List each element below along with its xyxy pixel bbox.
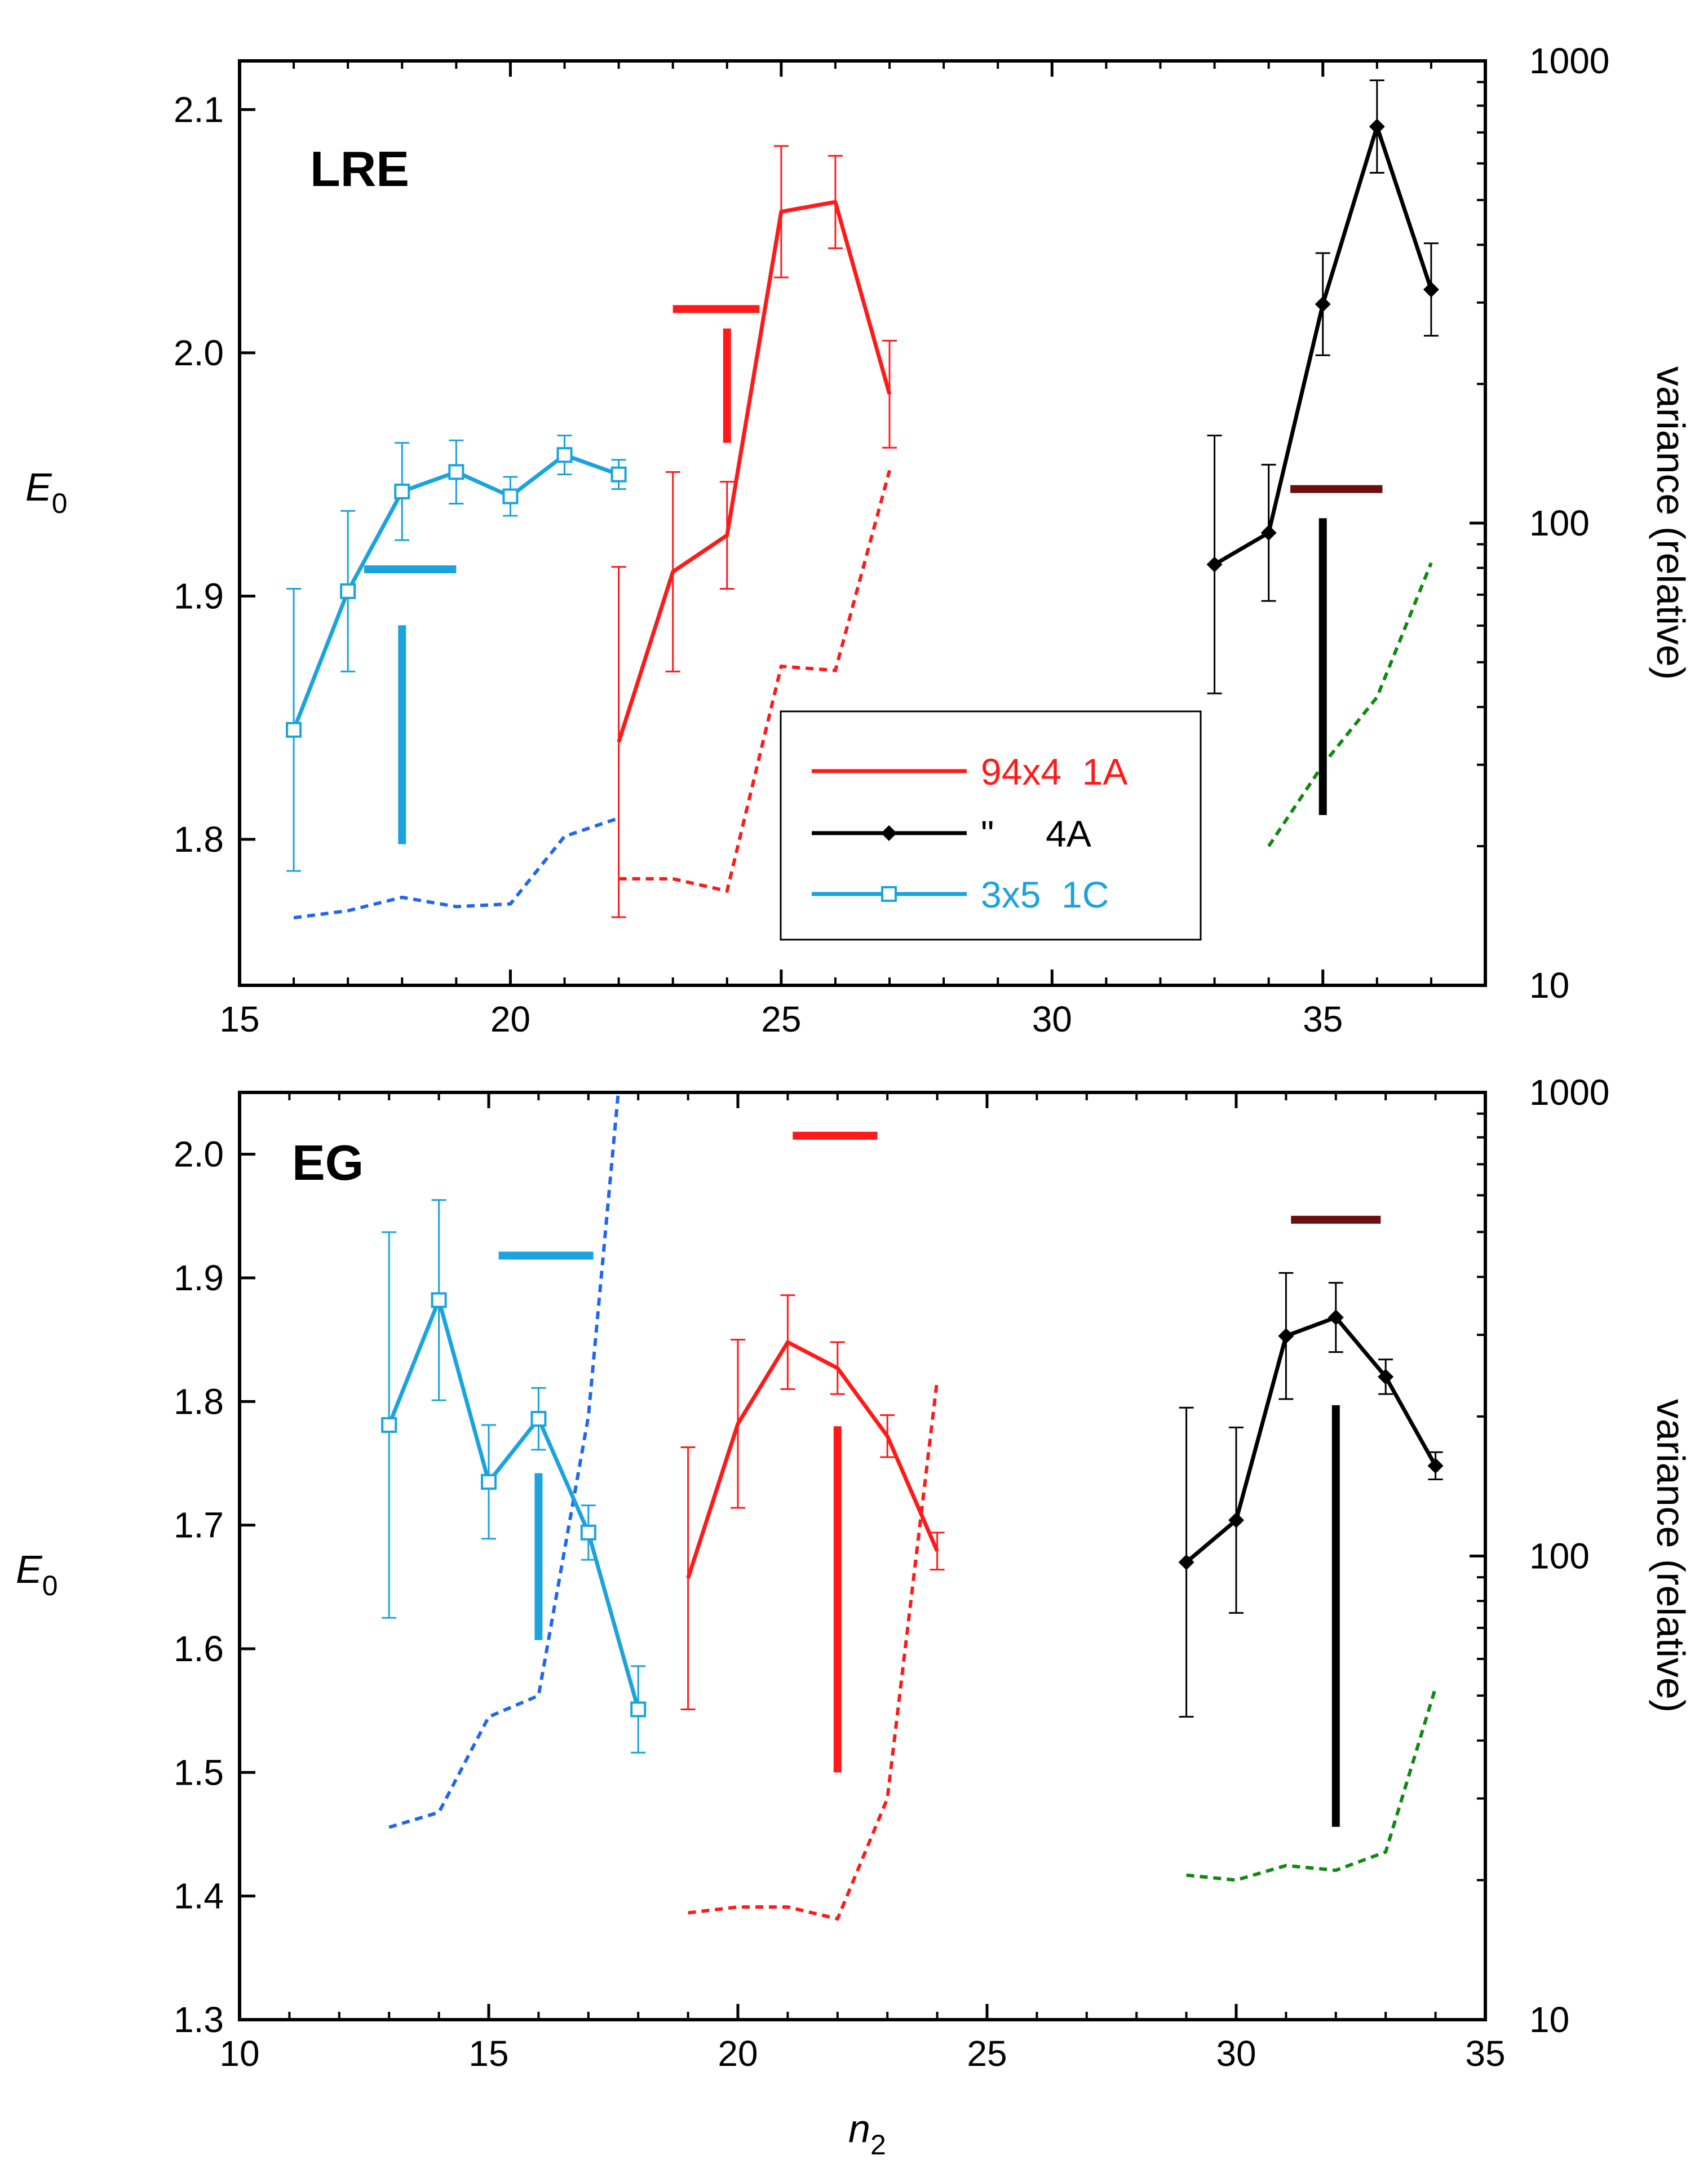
x-tick-label: 15 bbox=[468, 2033, 508, 2074]
y-tick-label: 1.8 bbox=[174, 819, 224, 860]
series-line bbox=[387, 1298, 640, 1710]
variance-curve bbox=[1267, 562, 1433, 847]
y2-tick-label: 1000 bbox=[1529, 1072, 1609, 1113]
x-tick-label: 20 bbox=[490, 999, 530, 1039]
data-point bbox=[1315, 296, 1331, 312]
x-axis-title-main: n bbox=[848, 2106, 870, 2150]
axis-ticks: 15 20 25 30 35 1.8 1.9 2.0 2.1 10 100 1000 bbox=[174, 41, 1609, 1039]
variance-curve bbox=[388, 1092, 620, 1829]
legend: 94x4 1A " 4A 3x5 1C bbox=[780, 710, 1202, 941]
data-point bbox=[502, 488, 519, 504]
y-tick-label: 1.3 bbox=[174, 1999, 224, 2040]
y2-axis-title: variance (relative) bbox=[1649, 1399, 1693, 1712]
x-tick-label: 35 bbox=[1465, 2033, 1505, 2074]
x-tick-label: 15 bbox=[219, 999, 259, 1039]
x-axis-title-sub: 2 bbox=[870, 2129, 886, 2161]
panel-label: EG bbox=[292, 1135, 364, 1190]
data-point bbox=[1427, 1458, 1444, 1474]
y-tick-label: 2.0 bbox=[174, 1134, 224, 1175]
y2-tick-label: 10 bbox=[1529, 1999, 1569, 2040]
data-point bbox=[1228, 1512, 1244, 1528]
chart-marks bbox=[381, 1092, 1444, 1921]
y-axis-title: E0 bbox=[25, 465, 68, 519]
series-line bbox=[1185, 1315, 1437, 1564]
data-point bbox=[1206, 556, 1223, 573]
x-tick-label: 20 bbox=[718, 2033, 758, 2074]
legend-label: 94x4 1A bbox=[981, 751, 1128, 793]
y-tick-label: 2.0 bbox=[174, 333, 224, 373]
y2-tick-label: 10 bbox=[1529, 965, 1569, 1006]
data-point bbox=[1178, 1554, 1194, 1570]
data-point bbox=[394, 483, 410, 499]
legend-marker bbox=[881, 825, 897, 841]
y-tick-label: 1.9 bbox=[174, 1258, 224, 1298]
data-point bbox=[481, 1473, 497, 1490]
y-axis-title-sub: 0 bbox=[42, 1570, 58, 1601]
y-tick-label: 1.7 bbox=[174, 1505, 224, 1546]
series-line bbox=[686, 1340, 939, 1579]
legend-label: 3x5 1C bbox=[981, 874, 1109, 915]
y-tick-label: 1.9 bbox=[174, 576, 224, 616]
y2-tick-label: 1000 bbox=[1529, 41, 1609, 81]
data-point bbox=[1328, 1309, 1344, 1326]
data-point bbox=[530, 1411, 547, 1427]
legend-box bbox=[780, 710, 1202, 941]
x-tick-label: 35 bbox=[1303, 999, 1343, 1039]
variance-curve bbox=[1186, 1687, 1437, 1882]
legend-label: " 4A bbox=[981, 813, 1091, 855]
variance-curve bbox=[688, 1379, 939, 1921]
y-axis-title-main: E bbox=[16, 1547, 43, 1591]
data-point bbox=[448, 464, 464, 480]
y2-axis-title: variance (relative) bbox=[1649, 366, 1693, 680]
y-axis-title: E0 bbox=[16, 1547, 58, 1601]
data-point bbox=[1369, 118, 1385, 135]
data-point bbox=[1423, 281, 1439, 298]
data-point bbox=[1378, 1369, 1394, 1385]
data-point bbox=[556, 447, 573, 463]
data-point bbox=[580, 1524, 596, 1541]
y-axis-title-main: E bbox=[25, 465, 52, 509]
legend-marker bbox=[881, 886, 897, 902]
series-line bbox=[617, 200, 892, 743]
x-tick-label: 25 bbox=[761, 999, 801, 1039]
legend-entries: 94x4 1A " 4A 3x5 1C bbox=[812, 751, 1128, 915]
x-axis-title: n2 bbox=[848, 2106, 886, 2161]
y-tick-label: 2.1 bbox=[174, 89, 224, 130]
plot-frame bbox=[238, 1091, 1487, 2021]
x-tick-label: 30 bbox=[1216, 2033, 1256, 2074]
y2-tick-label: 100 bbox=[1529, 1536, 1590, 1577]
data-point bbox=[286, 722, 302, 738]
panel-eg: 10 15 20 25 30 351.31.41.51.61.71.81.92.01010… bbox=[16, 1072, 1693, 2161]
y-axis-title-sub: 0 bbox=[52, 488, 68, 519]
data-point bbox=[431, 1292, 447, 1308]
y-tick-label: 1.8 bbox=[174, 1381, 224, 1422]
data-point bbox=[1260, 525, 1277, 541]
panel-lre: 15 20 25 30 35 1.8 1.9 2.0 2.1 10 100 1000 LRE E0 v… bbox=[25, 41, 1693, 1039]
variance-curve bbox=[293, 816, 620, 920]
axis-ticks: 10 15 20 25 30 35 1.3 1.4 1.5 1.6 1.7 1.8 1.9 2.0 10 10… bbox=[174, 1072, 1609, 2074]
y2-tick-label: 100 bbox=[1529, 503, 1590, 543]
x-tick-label: 30 bbox=[1032, 999, 1072, 1039]
y-tick-label: 1.6 bbox=[174, 1628, 224, 1669]
x-tick-label: 10 bbox=[219, 2033, 259, 2074]
data-point bbox=[630, 1701, 647, 1718]
data-point bbox=[340, 583, 356, 599]
data-point bbox=[381, 1417, 397, 1433]
y-tick-label: 1.4 bbox=[174, 1876, 224, 1917]
variance-curve bbox=[618, 470, 891, 893]
panel-label: LRE bbox=[310, 141, 409, 197]
data-point bbox=[1278, 1328, 1294, 1344]
data-point bbox=[610, 466, 627, 483]
chart-marks bbox=[286, 79, 1439, 920]
x-tick-label: 25 bbox=[967, 2033, 1007, 2074]
y-tick-label: 1.5 bbox=[174, 1752, 224, 1793]
